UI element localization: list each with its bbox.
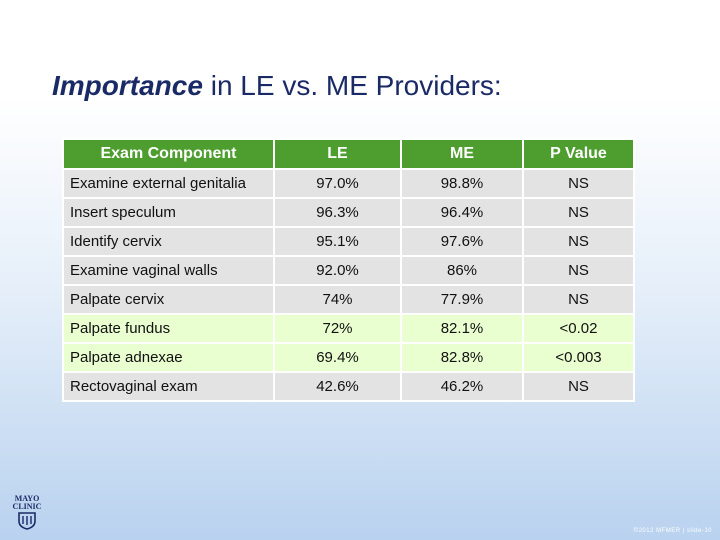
table-row: Rectovaginal exam 42.6% 46.2% NS [62, 371, 635, 402]
cell-p-value: <0.003 [522, 342, 635, 373]
cell-component: Rectovaginal exam [62, 371, 275, 402]
cell-me: 82.1% [400, 313, 524, 344]
table-row: Palpate cervix 74% 77.9% NS [62, 284, 635, 315]
cell-me: 98.8% [400, 168, 524, 199]
cell-component: Identify cervix [62, 226, 275, 257]
table-row: Insert speculum 96.3% 96.4% NS [62, 197, 635, 228]
logo-line-1: MAYO [14, 494, 40, 503]
cell-me: 82.8% [400, 342, 524, 373]
cell-p-value: NS [522, 226, 635, 257]
table-row: Identify cervix 95.1% 97.6% NS [62, 226, 635, 257]
cell-me: 46.2% [400, 371, 524, 402]
table-row-highlighted: Palpate adnexae 69.4% 82.8% <0.003 [62, 342, 635, 373]
cell-component: Palpate adnexae [62, 342, 275, 373]
mayo-clinic-logo: MAYO CLINIC [9, 495, 45, 535]
slide-footer: ©2012 MFMER | slide-10 [633, 528, 712, 534]
cell-p-value: NS [522, 371, 635, 402]
cell-me: 86% [400, 255, 524, 286]
title-rest: in LE vs. ME Providers: [202, 70, 502, 101]
cell-component: Palpate fundus [62, 313, 275, 344]
cell-p-value: NS [522, 168, 635, 199]
cell-p-value: <0.02 [522, 313, 635, 344]
header-me: ME [400, 138, 524, 170]
cell-le: 97.0% [273, 168, 402, 199]
cell-component: Examine external genitalia [62, 168, 275, 199]
header-p-value: P Value [522, 138, 635, 170]
cell-le: 69.4% [273, 342, 402, 373]
table-row: Examine external genitalia 97.0% 98.8% N… [62, 168, 635, 199]
header-exam-component: Exam Component [62, 138, 275, 170]
slide-title: Importance in LE vs. ME Providers: [52, 70, 502, 102]
cell-p-value: NS [522, 284, 635, 315]
cell-me: 97.6% [400, 226, 524, 257]
cell-me: 96.4% [400, 197, 524, 228]
cell-le: 72% [273, 313, 402, 344]
cell-component: Examine vaginal walls [62, 255, 275, 286]
mayo-shield-icon [18, 512, 36, 530]
cell-le: 95.1% [273, 226, 402, 257]
cell-component: Palpate cervix [62, 284, 275, 315]
cell-le: 92.0% [273, 255, 402, 286]
cell-le: 96.3% [273, 197, 402, 228]
exam-component-table: Exam Component LE ME P Value Examine ext… [62, 138, 635, 402]
table-header-row: Exam Component LE ME P Value [62, 138, 635, 170]
table-row-highlighted: Palpate fundus 72% 82.1% <0.02 [62, 313, 635, 344]
table-row: Examine vaginal walls 92.0% 86% NS [62, 255, 635, 286]
logo-line-2: CLINIC [12, 502, 42, 511]
title-emphasis: Importance [52, 70, 203, 101]
cell-p-value: NS [522, 197, 635, 228]
header-le: LE [273, 138, 402, 170]
cell-p-value: NS [522, 255, 635, 286]
cell-me: 77.9% [400, 284, 524, 315]
cell-le: 74% [273, 284, 402, 315]
cell-component: Insert speculum [62, 197, 275, 228]
cell-le: 42.6% [273, 371, 402, 402]
